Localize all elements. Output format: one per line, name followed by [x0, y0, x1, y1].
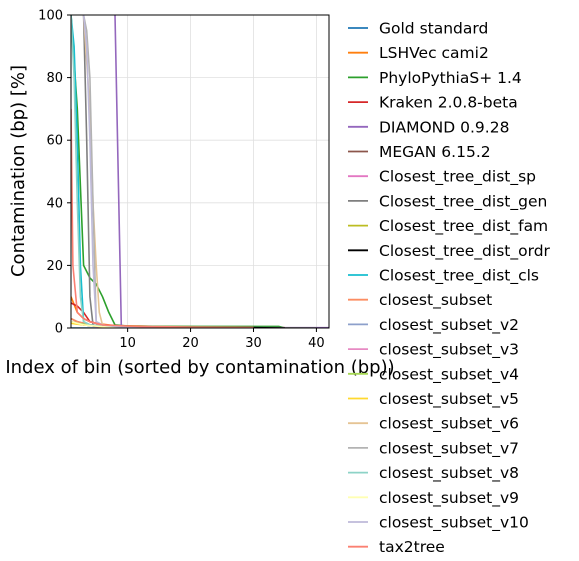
legend-item: Closest_tree_dist_sp [348, 168, 536, 187]
legend-item: closest_subset_v10 [348, 514, 529, 533]
legend-label: closest_subset_v6 [379, 415, 519, 434]
legend-label: DIAMOND 0.9.28 [379, 118, 509, 136]
series-line-22 [71, 108, 254, 328]
legend-label: closest_subset_v9 [379, 489, 519, 508]
x-tick-label: 40 [308, 336, 325, 351]
plot-area [71, 15, 329, 328]
series-line-20 [71, 320, 128, 328]
legend-item: MEGAN 6.15.2 [348, 143, 491, 161]
legend-label: Closest_tree_dist_cls [379, 267, 539, 286]
legend-label: closest_subset_v3 [379, 341, 519, 360]
legend-label: closest_subset_v2 [379, 316, 519, 335]
legend-item: Closest_tree_dist_fam [348, 217, 548, 236]
legend-label: closest_subset_v4 [379, 365, 519, 384]
legend-item: Closest_tree_dist_ordr [348, 242, 551, 261]
legend-label: LSHVec cami2 [379, 44, 489, 62]
legend-item: Kraken 2.0.8-beta [348, 94, 518, 112]
x-tick-label: 10 [119, 336, 136, 351]
legend-label: Closest_tree_dist_ordr [379, 242, 551, 261]
axis-ticks: 10 20 30 40 0 20 40 60 80 100 [38, 9, 325, 352]
legend-label: closest_subset_v10 [379, 514, 529, 533]
legend-label: Closest_tree_dist_gen [379, 192, 547, 211]
legend-item: Gold standard [348, 20, 488, 38]
legend-label: Closest_tree_dist_fam [379, 217, 548, 236]
legend-item: closest_subset_v8 [348, 464, 519, 483]
legend-item: LSHVec cami2 [348, 44, 489, 62]
series-line-2 [71, 296, 286, 328]
legend-label: Closest_tree_dist_sp [379, 168, 536, 187]
legend-item: DIAMOND 0.9.28 [348, 118, 509, 136]
y-tick-label: 100 [38, 9, 63, 24]
legend-item: PhyloPythiaS+ 1.4 [348, 69, 522, 87]
legend-item: closest_subset_v7 [348, 439, 519, 458]
y-tick-label: 60 [46, 134, 63, 149]
legend-label: closest_subset [379, 291, 492, 310]
legend-label: Kraken 2.0.8-beta [379, 94, 518, 112]
legend-item: closest_subset_v3 [348, 341, 519, 360]
legend-label: PhyloPythiaS+ 1.4 [379, 69, 522, 87]
series-line-3 [71, 15, 286, 328]
plot-frame [70, 14, 330, 329]
legend-item: Closest_tree_dist_gen [348, 192, 547, 211]
y-tick-label: 40 [46, 196, 63, 211]
legend-item: tax2tree [348, 538, 445, 556]
legend-item: closest_subset_v5 [348, 390, 519, 409]
legend-item: Closest_tree_dist_cls [348, 267, 539, 286]
legend-item: closest_subset_v9 [348, 489, 519, 508]
y-axis-label: Contamination (bp) [%] [8, 65, 29, 277]
legend: Gold standard LSHVec cami2 PhyloPythiaS+ 1… [348, 20, 551, 556]
x-tick-label: 30 [245, 336, 262, 351]
y-tick-label: 20 [46, 259, 63, 274]
x-tick-label: 20 [182, 336, 199, 351]
legend-item: closest_subset_v6 [348, 415, 519, 434]
series-line-5 [114, 15, 329, 328]
x-axis-label: Index of bin (sorted by contamination (b… [5, 357, 394, 378]
y-tick-label: 0 [55, 322, 63, 337]
grid [71, 14, 329, 329]
legend-item: closest_subset [348, 291, 492, 310]
legend-label: closest_subset_v8 [379, 464, 519, 483]
y-tick-label: 80 [46, 71, 63, 86]
legend-item: closest_subset_v4 [348, 365, 519, 384]
legend-item: closest_subset_v2 [348, 316, 519, 335]
legend-label: closest_subset_v7 [379, 439, 519, 458]
legend-label: Gold standard [379, 20, 488, 38]
legend-label: MEGAN 6.15.2 [379, 143, 491, 161]
legend-label: closest_subset_v5 [379, 390, 519, 409]
legend-label: tax2tree [379, 538, 445, 556]
